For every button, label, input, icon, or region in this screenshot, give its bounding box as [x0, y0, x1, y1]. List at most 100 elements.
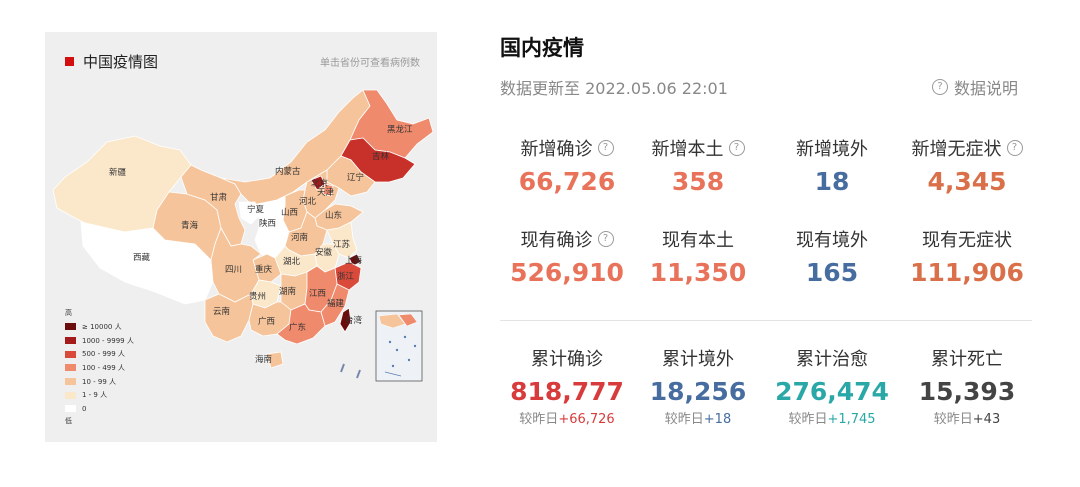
- stat-label-text: 现有本土: [662, 230, 734, 251]
- stat-label: 新增无症状?: [912, 135, 1023, 161]
- label-liaoning: 辽宁: [347, 172, 364, 183]
- stat-label: 累计确诊: [531, 345, 603, 371]
- stat-delta: 较昨日+43: [900, 408, 1034, 427]
- stat-label-text: 现有境外: [796, 230, 868, 251]
- help-icon[interactable]: ?: [1006, 140, 1023, 156]
- stats-divider: [500, 320, 1032, 321]
- scale-item: 10 - 99 人: [65, 375, 134, 389]
- stat-card: 新增确诊? 66,726: [500, 135, 634, 196]
- stat-value: 165: [805, 258, 859, 287]
- stat-value: 18,256: [649, 377, 747, 406]
- stat-value: 11,350: [649, 258, 747, 287]
- data-note-label: 数据说明: [954, 79, 1019, 98]
- scale-swatch: [65, 323, 76, 331]
- stat-delta: 较昨日+18: [631, 408, 765, 427]
- scale-label: 0: [82, 404, 87, 413]
- stat-label: 新增确诊?: [521, 135, 614, 161]
- scale-label: 1 - 9 人: [82, 391, 108, 400]
- help-icon[interactable]: ?: [597, 231, 614, 247]
- label-anhui: 安徽: [315, 247, 333, 258]
- scale-high-label: 高: [65, 309, 72, 317]
- scale-label: 500 - 999 人: [82, 350, 125, 359]
- stat-delta-prefix: 较昨日: [519, 412, 559, 427]
- data-note-link[interactable]: ? 数据说明: [932, 75, 1018, 99]
- stat-label-text: 现有确诊: [520, 230, 593, 251]
- province-tianjin[interactable]: [322, 183, 334, 197]
- label-ningxia: 宁夏: [247, 204, 265, 215]
- stat-label: 新增本土?: [652, 135, 745, 161]
- map-hint: 单击省份可查看病例数: [320, 58, 420, 69]
- stat-label: 现有境外: [796, 226, 868, 252]
- province-guangdong[interactable]: [276, 303, 326, 345]
- map-title-marker: [65, 57, 74, 66]
- scale-swatch: [65, 350, 76, 358]
- label-hebei: 河北: [299, 196, 317, 207]
- province-ningxia[interactable]: [238, 201, 260, 225]
- update-time: 数据更新至 2022.05.06 22:01: [500, 79, 728, 98]
- stat-card: 现有无症状 111,906: [900, 226, 1034, 287]
- province-taiwan[interactable]: [339, 307, 352, 333]
- china-map: 新疆 西藏 青海 甘肃 内蒙古 黑龙江 吉林 辽宁 北京 天津 河北 山西 山东…: [52, 89, 434, 382]
- label-hainan: 海南: [255, 354, 272, 365]
- help-icon[interactable]: ?: [597, 140, 614, 156]
- map-title: 中国疫情图: [83, 53, 159, 71]
- stat-value: 526,910: [510, 258, 624, 287]
- label-hubei: 湖北: [283, 257, 301, 267]
- scale-label: 100 - 499 人: [82, 363, 125, 372]
- scale-item: 1 - 9 人: [65, 388, 134, 402]
- label-hunan: 湖南: [279, 286, 296, 297]
- scale-item: 500 - 999 人: [65, 347, 134, 361]
- stat-value: 276,474: [775, 377, 889, 406]
- scale-label: 1000 - 9999 人: [82, 336, 134, 345]
- stat-label-text: 累计境外: [662, 349, 734, 370]
- stat-card: 累计死亡 15,393 较昨日+43: [900, 345, 1034, 427]
- label-jilin: 吉林: [372, 151, 390, 162]
- scale-swatch: [65, 391, 76, 399]
- label-henan: 河南: [291, 232, 308, 243]
- stats-title: 国内疫情: [500, 36, 584, 60]
- province-fujian[interactable]: [320, 283, 350, 327]
- scale-swatch: [65, 337, 76, 345]
- stat-label: 累计死亡: [931, 345, 1003, 371]
- stat-label: 现有确诊?: [521, 226, 614, 252]
- scale-label: ≥ 10000 人: [82, 322, 122, 331]
- province-yunnan[interactable]: [204, 293, 254, 343]
- stat-card: 现有本土 11,350: [631, 226, 765, 287]
- label-sichuan: 四川: [225, 265, 242, 275]
- stat-label-text: 新增境外: [796, 139, 868, 160]
- stat-label-text: 现有无症状: [922, 230, 1012, 251]
- china-epidemic-map-panel: 新疆 西藏 青海 甘肃 内蒙古 黑龙江 吉林 辽宁 北京 天津 河北 山西 山东…: [45, 32, 437, 442]
- stat-label: 新增境外: [796, 135, 868, 161]
- stat-delta-value: +1,745: [827, 412, 876, 427]
- scale-swatch: [65, 405, 76, 413]
- label-taiwan: 台湾: [345, 315, 363, 326]
- stat-label-text: 累计治愈: [796, 349, 868, 370]
- label-xizang: 西藏: [133, 252, 151, 263]
- stat-delta-value: +66,726: [558, 412, 615, 427]
- stat-delta: 较昨日+1,745: [765, 408, 899, 427]
- scale-swatch: [65, 378, 76, 386]
- stat-card: 累计治愈 276,474 较昨日+1,745: [765, 345, 899, 427]
- label-shanghai: 上海: [345, 255, 363, 266]
- stat-card: 现有境外 165: [765, 226, 899, 287]
- stat-card: 新增无症状? 4,345: [900, 135, 1034, 196]
- label-shanxi: 山西: [281, 207, 298, 218]
- stat-label-text: 新增确诊: [520, 139, 593, 160]
- label-beijing: 北京: [311, 178, 328, 189]
- scale-label: 10 - 99 人: [82, 377, 117, 386]
- stat-card: 累计境外 18,256 较昨日+18: [631, 345, 765, 427]
- question-icon: ?: [932, 79, 948, 95]
- label-shaanxi: 陕西: [259, 218, 276, 229]
- label-guangdong: 广东: [289, 322, 306, 333]
- province-hainan[interactable]: [266, 351, 284, 369]
- label-guizhou: 贵州: [249, 291, 266, 302]
- province-heilongjiang[interactable]: [349, 89, 434, 159]
- stat-label: 累计治愈: [796, 345, 868, 371]
- stat-label-text: 新增无症状: [911, 139, 1002, 160]
- stat-value: 66,726: [518, 167, 616, 196]
- map-color-scale: 高 ≥ 10000 人 1000 - 9999 人 500 - 999 人 100 -…: [65, 308, 134, 428]
- stat-value: 818,777: [510, 377, 624, 406]
- help-icon[interactable]: ?: [728, 140, 745, 156]
- scale-low-label: 低: [65, 416, 72, 425]
- stat-delta-value: +18: [703, 412, 732, 427]
